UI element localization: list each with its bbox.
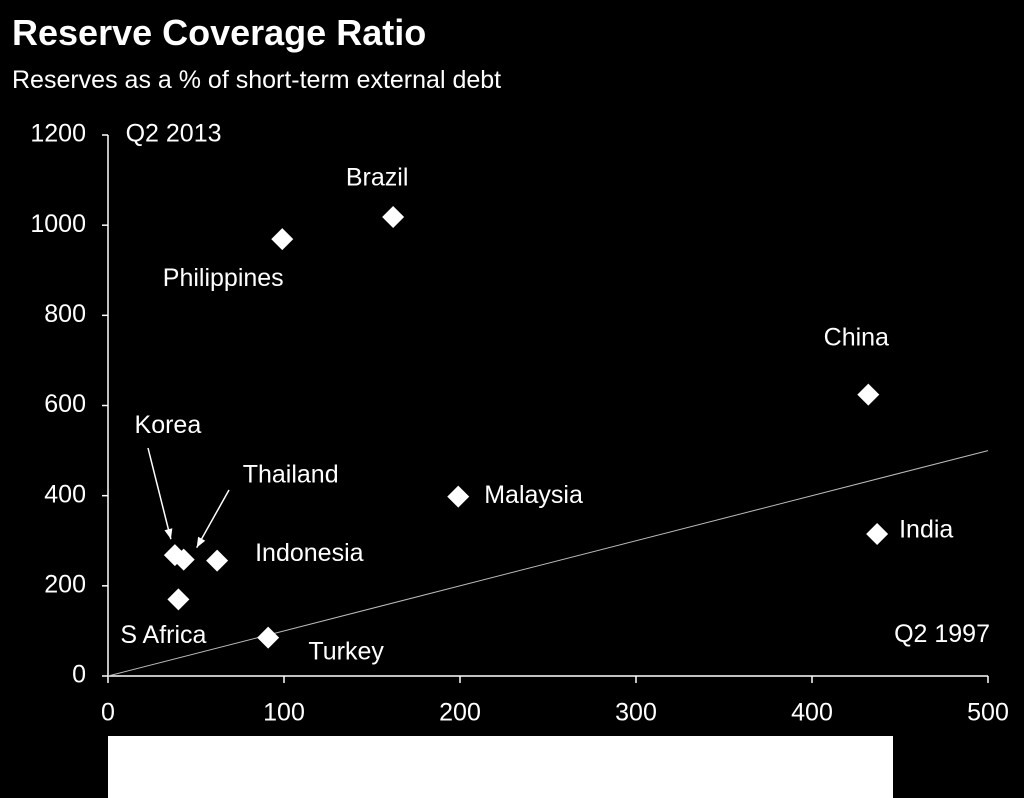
y-axis-annotation: Q2 2013 — [126, 120, 222, 148]
data-label-turkey: Turkey — [308, 637, 384, 665]
data-label-thailand: Thailand — [243, 460, 339, 488]
data-label-s-africa: S Africa — [120, 621, 206, 649]
x-tick-label: 300 — [615, 699, 657, 727]
data-label-malaysia: Malaysia — [484, 481, 583, 509]
data-point-thailand — [172, 548, 195, 571]
data-point-turkey — [257, 626, 280, 649]
data-point-brazil — [382, 206, 405, 229]
y-tick-label: 0 — [72, 661, 86, 689]
korea-arrow-head — [164, 528, 173, 540]
y-tick-label: 200 — [44, 570, 86, 598]
blank-panel — [108, 736, 893, 798]
chart-subtitle: Reserves as a % of short-term external d… — [12, 66, 502, 94]
y-tick-label: 600 — [44, 390, 86, 418]
korea-arrow — [147, 447, 172, 540]
thailand-arrow — [196, 489, 230, 549]
chart-title: Reserve Coverage Ratio — [12, 12, 427, 53]
x-tick-label: 400 — [791, 699, 833, 727]
data-label-korea: Korea — [135, 411, 202, 439]
y-tick-label: 400 — [44, 480, 86, 508]
y-tick-label: 1200 — [30, 120, 86, 148]
y-tick-label: 1000 — [30, 210, 86, 238]
x-tick-label: 500 — [967, 699, 1009, 727]
y-tick-label: 800 — [44, 300, 86, 328]
x-tick-label: 200 — [439, 699, 481, 727]
data-point-china — [857, 383, 880, 406]
data-label-indonesia: Indonesia — [255, 539, 364, 567]
data-point-malaysia — [447, 485, 470, 508]
data-point-indonesia — [206, 549, 229, 572]
x-axis-annotation: Q2 1997 — [894, 620, 990, 648]
data-label-india: India — [899, 516, 953, 544]
data-label-philippines: Philippines — [163, 264, 284, 292]
data-point-s-africa — [167, 588, 190, 611]
data-label-brazil: Brazil — [346, 164, 409, 192]
x-tick-label: 100 — [263, 699, 305, 727]
reference-line — [107, 450, 989, 677]
data-point-philippines — [271, 228, 294, 251]
data-label-china: China — [824, 323, 889, 351]
data-point-india — [866, 522, 889, 545]
thailand-arrow-head — [196, 536, 206, 548]
x-tick-label: 0 — [101, 699, 115, 727]
